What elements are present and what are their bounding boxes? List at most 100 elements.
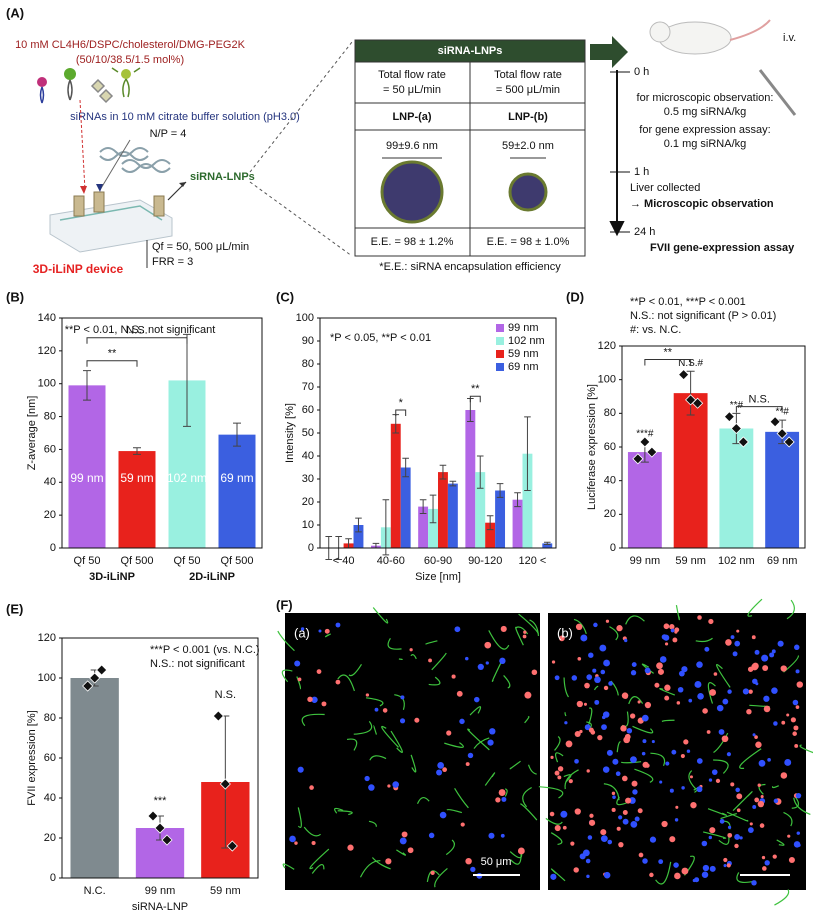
cell [686,749,691,753]
image-label: (a) [294,625,310,640]
cell [630,756,637,764]
cell [599,644,607,652]
data-point [646,446,658,458]
fiber [593,685,599,691]
cell [465,656,469,661]
significance-bracket [395,409,407,416]
y-tick-label: 70 [302,381,314,393]
cell [786,713,790,717]
cell [641,714,649,722]
cell [690,801,697,809]
x-tick-label: 60-90 [424,555,452,567]
data-point [783,436,795,448]
fiber [381,725,399,748]
value-label: 99 nm [70,471,103,485]
cell [651,740,655,744]
cell [618,815,623,820]
cell [742,688,750,695]
cell [409,648,413,652]
cell [485,661,489,665]
cell [588,652,594,658]
cell [704,646,710,652]
fiber [739,748,762,769]
data-point [737,436,749,448]
device-label: 3D-iLiNP device [33,262,124,276]
cell [755,682,759,686]
cell [603,659,610,667]
y-tick-label: 0 [308,542,314,554]
bar [475,472,486,548]
cell [739,836,743,840]
cell [674,630,678,634]
cell [623,736,631,744]
cell [763,705,771,713]
x-tick-label: Qf 500 [220,555,253,567]
fiber [771,785,779,789]
cell [597,734,603,741]
fiber [281,669,293,683]
cell [763,695,770,702]
error-bar [402,457,409,478]
cell [335,679,341,685]
cell [719,818,725,824]
cell [399,718,406,724]
fiber [467,728,490,751]
cell [726,863,731,868]
annotation: ***P < 0.001 (vs. N.C.) [150,644,260,656]
cell [797,843,801,847]
x-axis-label: siRNA-LNP [132,901,188,913]
legend-swatch [496,350,504,358]
cell [594,676,601,684]
error-bar [496,483,504,498]
bar [627,452,662,548]
cell [437,762,445,769]
cell [594,699,600,705]
error-bar [382,499,390,556]
fiber [783,811,793,827]
micro-text: → Microscopic observation [630,198,774,210]
fiber [776,839,785,846]
panel-label: (D) [566,289,584,304]
cell [385,858,392,865]
fiber [545,817,563,825]
fiber [296,676,302,690]
cell [622,809,628,815]
cell [794,842,799,847]
cell [584,682,590,689]
y-tick-label: 10 [302,519,314,531]
x-tick-label: 69 nm [767,555,798,567]
cell [708,618,714,625]
fiber [445,839,456,856]
legend-label: 69 nm [508,361,539,373]
cell [321,701,327,707]
cell [795,705,800,709]
cell-title: LNP-(a) [392,111,431,123]
fiber [488,630,510,650]
cell [751,635,756,640]
cell [531,669,538,676]
cell [681,786,685,790]
time-label: 0 h [634,66,649,78]
cell [577,656,582,661]
fiber [715,664,731,688]
plot-frame [61,317,263,549]
fiber [522,786,532,808]
cell [752,733,756,737]
cell [311,840,316,846]
cell [723,864,727,868]
cell [618,841,624,848]
data-point [82,680,94,692]
fiber [616,741,621,753]
x-tick-label: Qf 500 [120,555,153,567]
fiber [446,808,463,814]
table [354,39,586,257]
cell [573,867,579,873]
error-bar [524,416,531,491]
cell [624,638,628,643]
cell [792,699,799,706]
significance-bracket [86,337,188,344]
cell [656,662,663,670]
cell [579,853,586,860]
cell [751,663,759,671]
cell [637,808,643,814]
